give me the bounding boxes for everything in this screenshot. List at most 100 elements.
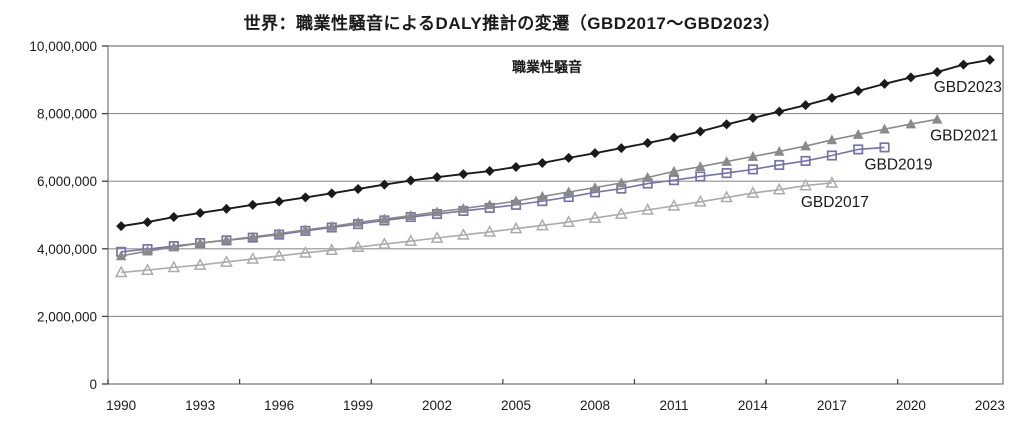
marker-triangle (115, 250, 127, 261)
marker-triangle-open (114, 265, 128, 278)
marker-triangle-open (509, 221, 523, 234)
marker-triangle (484, 199, 495, 210)
series-GBD2021-line (121, 118, 938, 257)
marker-diamond (274, 196, 285, 207)
marker-triangle-open (193, 258, 207, 270)
marker-square-open (800, 155, 811, 166)
marker-triangle-open (641, 203, 654, 215)
marker-square-open (853, 144, 864, 155)
marker-triangle (642, 171, 653, 182)
marker-triangle (537, 190, 548, 201)
marker-triangle (879, 123, 890, 134)
marker-triangle (905, 118, 917, 129)
marker-triangle-open (693, 194, 707, 207)
marker-triangle-open (299, 245, 312, 258)
marker-triangle-open (825, 176, 839, 188)
x-axis-label: 1990 (106, 398, 136, 413)
y-axis-label: 2,000,000 (37, 309, 97, 324)
marker-triangle-open (220, 255, 233, 267)
marker-triangle (852, 129, 864, 139)
y-axis-label: 4,000,000 (37, 242, 97, 257)
series-GBD2023-line (121, 58, 991, 228)
marker-triangle-open (430, 231, 444, 243)
marker-triangle-open (351, 240, 365, 252)
marker-triangle (510, 195, 522, 206)
marker-triangle (458, 203, 469, 213)
marker-diamond (747, 112, 758, 123)
y-axis-label: 8,000,000 (37, 107, 97, 122)
marker-diamond (616, 143, 627, 154)
x-axis-label: 2023 (975, 398, 1005, 413)
marker-diamond (589, 148, 600, 159)
marker-diamond (247, 199, 258, 210)
marker-diamond (142, 217, 153, 228)
marker-triangle-open (457, 228, 470, 240)
marker-triangle-open (614, 207, 628, 219)
marker-triangle-open (588, 211, 602, 223)
marker-triangle-open (378, 237, 391, 249)
marker-diamond (668, 132, 679, 143)
marker-diamond (879, 78, 890, 89)
marker-triangle (800, 140, 811, 151)
marker-triangle-open (141, 263, 154, 275)
x-axis-label: 1993 (185, 398, 215, 413)
marker-diamond (168, 212, 179, 223)
marker-diamond (300, 192, 311, 203)
marker-diamond (905, 72, 916, 83)
series-label-GBD2021: GBD2021 (930, 127, 998, 144)
series-group-annotation: 職業性騒音 (512, 59, 582, 75)
marker-triangle (168, 241, 180, 252)
marker-triangle-open (746, 186, 760, 198)
marker-triangle-open (720, 190, 733, 203)
marker-triangle (405, 210, 417, 220)
marker-triangle-open (325, 243, 339, 256)
marker-triangle (747, 151, 759, 161)
marker-diamond (484, 166, 495, 177)
marker-triangle (326, 220, 338, 231)
marker-diamond (642, 138, 653, 149)
marker-triangle-open (772, 182, 786, 195)
marker-square-open (774, 159, 785, 171)
y-axis-label: 0 (89, 377, 97, 392)
marker-diamond (695, 126, 706, 137)
marker-diamond (537, 157, 548, 168)
marker-diamond (432, 172, 443, 183)
x-axis-label: 2002 (422, 398, 452, 413)
marker-square-open (721, 168, 732, 179)
marker-triangle (616, 177, 627, 188)
marker-triangle-open (483, 225, 497, 237)
x-axis-label: 2017 (817, 398, 847, 413)
marker-diamond (195, 207, 206, 218)
marker-diamond (405, 175, 416, 186)
marker-triangle (142, 245, 153, 256)
x-axis-label: 2014 (738, 398, 769, 413)
marker-triangle-open (404, 234, 418, 246)
marker-triangle-open (562, 215, 576, 227)
marker-triangle (352, 216, 364, 227)
marker-square-open (668, 175, 680, 186)
marker-diamond (774, 106, 785, 117)
marker-triangle (247, 231, 259, 242)
marker-triangle (273, 228, 285, 238)
marker-diamond (800, 100, 811, 111)
marker-triangle (379, 213, 390, 224)
marker-square-open (747, 164, 758, 175)
marker-triangle-open (167, 260, 181, 273)
plot-border (107, 45, 1004, 385)
marker-diamond (853, 85, 864, 96)
y-axis-label: 6,000,000 (37, 174, 97, 189)
x-axis-label: 2020 (896, 398, 926, 413)
y-axis-label: 10,000,000 (29, 39, 97, 54)
series-label-GBD2023: GBD2023 (934, 79, 1002, 96)
marker-diamond (511, 162, 522, 173)
marker-triangle-open (535, 218, 549, 231)
marker-square-open (826, 150, 837, 161)
marker-diamond (721, 119, 732, 130)
marker-triangle (194, 237, 206, 248)
marker-triangle (431, 206, 443, 217)
marker-diamond (326, 188, 337, 199)
x-axis-label: 1996 (264, 398, 294, 413)
x-axis-label: 2005 (501, 398, 531, 413)
marker-triangle (668, 165, 680, 176)
